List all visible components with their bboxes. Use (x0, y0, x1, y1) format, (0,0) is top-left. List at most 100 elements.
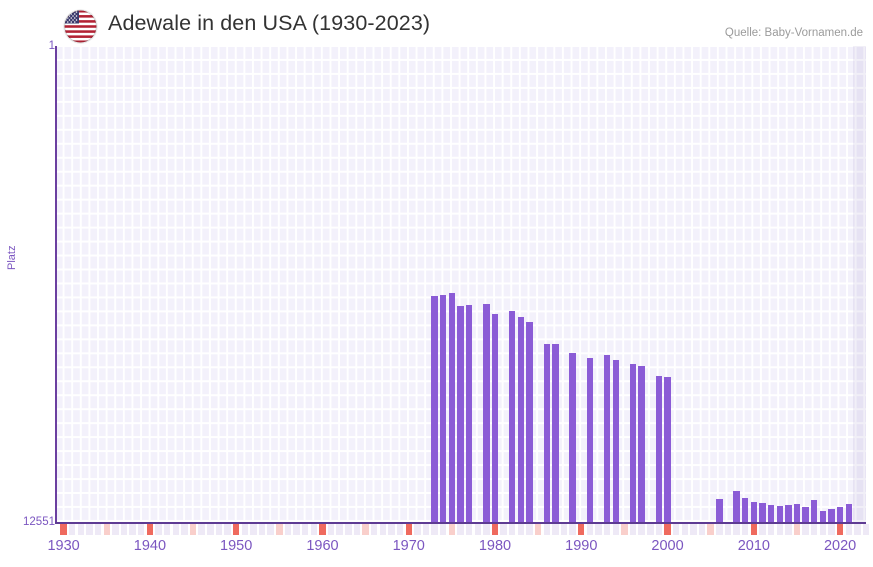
x-axis-tick (543, 524, 550, 535)
x-axis-tick (69, 524, 76, 535)
x-axis-tick (672, 524, 680, 535)
chart-header: Adewale in den USA (1930-2023) Quelle: B… (0, 0, 873, 46)
bar[interactable] (664, 376, 671, 523)
bar[interactable] (543, 343, 550, 523)
x-axis-tick (759, 524, 766, 535)
x-axis-tick (776, 524, 783, 535)
bar[interactable] (638, 366, 645, 523)
bar[interactable] (750, 501, 758, 523)
x-axis-tick (293, 524, 300, 535)
x-axis-tick (155, 524, 162, 535)
bar[interactable] (612, 359, 619, 523)
x-axis-tick (215, 524, 223, 535)
bar[interactable] (440, 295, 447, 523)
x-axis-tick (552, 524, 559, 535)
x-axis-tick (785, 524, 792, 535)
bar[interactable] (767, 505, 775, 523)
bar[interactable] (517, 316, 525, 523)
x-axis-tick (345, 524, 352, 535)
x-axis-tick (129, 524, 136, 535)
x-axis-tick (474, 524, 481, 535)
x-axis-tick (664, 524, 671, 535)
x-axis-tick (163, 524, 171, 535)
x-axis-tick (250, 524, 257, 535)
x-axis-tick (690, 524, 697, 535)
bar[interactable] (586, 357, 594, 523)
x-axis-tick (336, 524, 343, 535)
x-axis-line (55, 522, 866, 524)
x-axis-tick (120, 524, 128, 535)
x-axis-tick (405, 524, 412, 535)
x-axis-label: 1950 (220, 538, 253, 554)
x-axis-ticks (55, 524, 870, 535)
bar[interactable] (819, 510, 827, 523)
bar[interactable] (483, 304, 490, 523)
x-axis-tick (431, 524, 438, 535)
y-axis-bottom-label: 12551 (23, 516, 55, 528)
plot-area (55, 46, 866, 523)
x-axis-tick (198, 524, 205, 535)
x-axis-tick (612, 524, 619, 535)
x-axis-tick (448, 524, 456, 535)
x-axis-tick (534, 524, 542, 535)
bar[interactable] (457, 305, 464, 523)
x-axis-tick (578, 524, 585, 535)
bar[interactable] (552, 344, 559, 523)
x-axis-tick (483, 524, 490, 535)
x-axis-label: 1980 (478, 538, 512, 554)
x-axis-tick (224, 524, 231, 535)
x-axis-tick (371, 524, 378, 535)
x-axis-tick (181, 524, 188, 535)
x-axis-tick (362, 524, 369, 535)
bar[interactable] (491, 313, 499, 523)
x-axis-tick (655, 524, 663, 535)
bar[interactable] (828, 508, 835, 523)
bar[interactable] (655, 376, 663, 523)
bar[interactable] (741, 498, 749, 523)
bar[interactable] (448, 293, 456, 523)
bar[interactable] (716, 499, 723, 523)
bar[interactable] (603, 354, 611, 523)
y-axis-line (55, 46, 57, 523)
x-axis-tick (811, 524, 818, 535)
bar[interactable] (836, 507, 844, 523)
x-axis-tick (60, 524, 67, 535)
bar[interactable] (811, 499, 818, 523)
bar[interactable] (526, 321, 533, 523)
bar[interactable] (629, 364, 637, 523)
x-axis-tick (698, 524, 706, 535)
x-axis-tick (595, 524, 602, 535)
source-attribution: Quelle: Baby-Vornamen.de (724, 27, 863, 39)
x-axis-label: 1970 (392, 538, 425, 554)
x-axis-tick (465, 524, 473, 535)
x-axis-tick (560, 524, 568, 535)
bar[interactable] (793, 503, 801, 523)
x-axis-tick (724, 524, 732, 535)
x-axis-label: 2020 (823, 538, 857, 554)
bar[interactable] (431, 295, 438, 523)
x-axis-tick (767, 524, 775, 535)
x-axis-tick (733, 524, 740, 535)
x-axis-tick (526, 524, 533, 535)
bar[interactable] (569, 353, 576, 523)
bar[interactable] (776, 505, 783, 523)
bar[interactable] (785, 505, 792, 523)
bar[interactable] (465, 305, 473, 523)
x-axis-tick (388, 524, 395, 535)
bar[interactable] (802, 507, 809, 523)
x-axis-tick (379, 524, 387, 535)
bar[interactable] (759, 503, 766, 523)
bar[interactable] (733, 491, 740, 523)
bar-series (55, 46, 866, 523)
bar[interactable] (509, 311, 516, 523)
x-axis-label: 2010 (737, 538, 770, 554)
bar[interactable] (845, 504, 852, 523)
x-axis-tick (802, 524, 809, 535)
x-axis-tick (491, 524, 499, 535)
x-axis-label: 1930 (47, 538, 80, 554)
x-axis-tick (854, 524, 861, 535)
x-axis-tick (647, 524, 654, 535)
x-axis-tick (793, 524, 801, 535)
x-axis-tick (828, 524, 835, 535)
x-axis-labels: 1930 1940 1950 1960 1970 1980 1990 2000 2010 2020 (0, 538, 873, 560)
